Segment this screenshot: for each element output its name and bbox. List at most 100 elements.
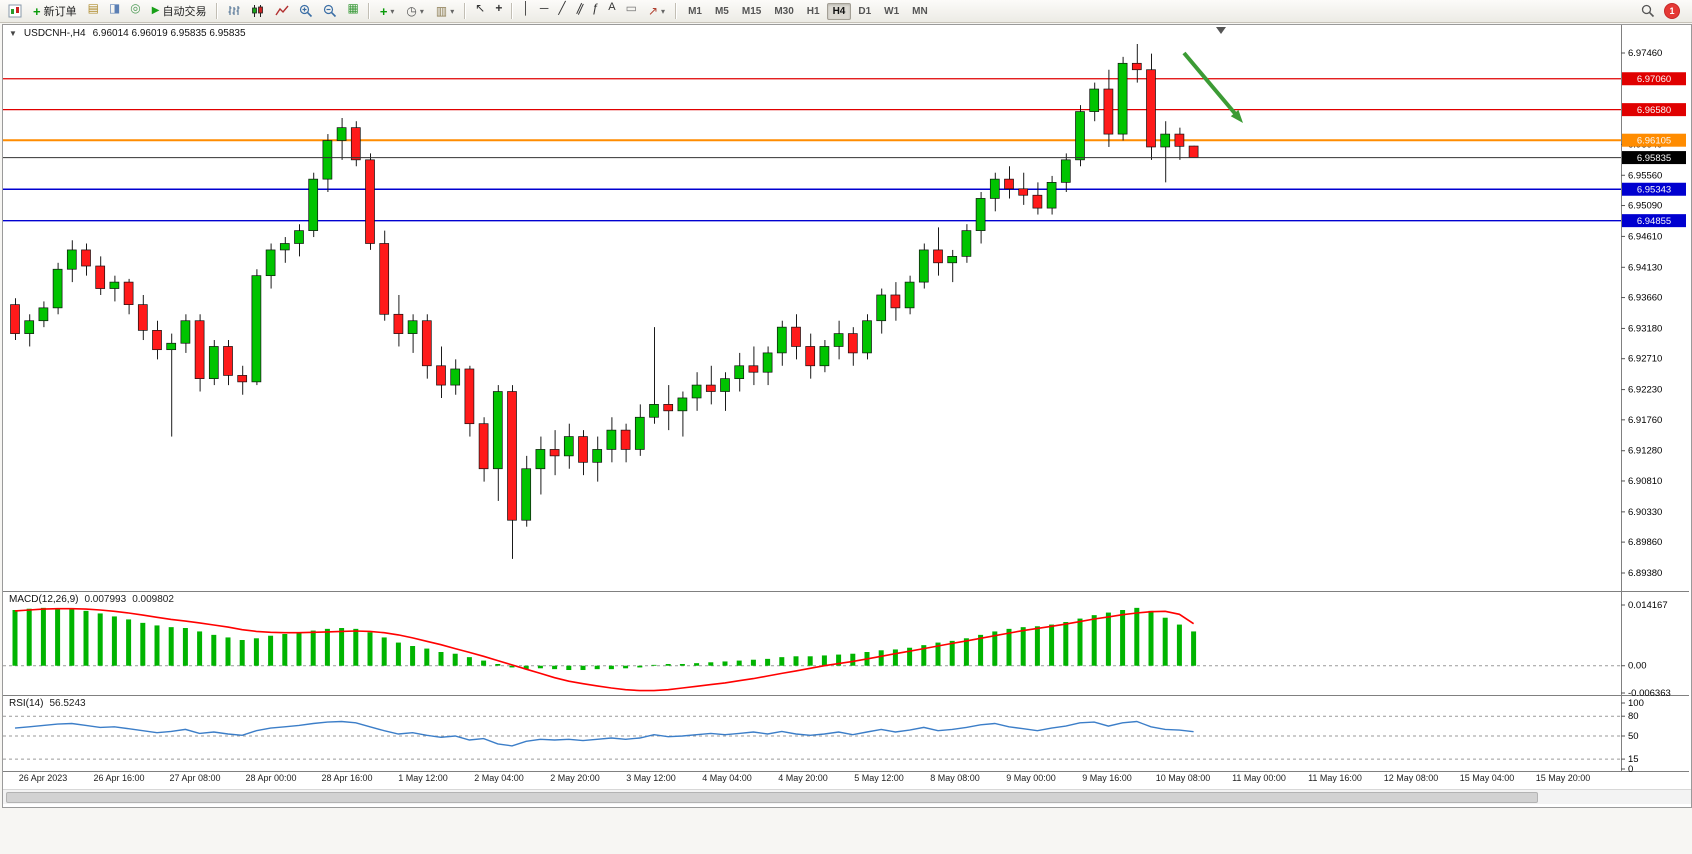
svg-text:6.95090: 6.95090	[1628, 201, 1662, 212]
macd-histogram-bar	[97, 613, 103, 666]
scrollbar-thumb[interactable]	[6, 792, 1538, 803]
macd-histogram-bar	[665, 664, 671, 666]
candle-body	[265, 249, 276, 277]
zoom-out-button[interactable]	[319, 0, 341, 22]
timeframe-button-h4[interactable]: H4	[826, 2, 852, 20]
macd-histogram-bar	[111, 616, 117, 666]
candle-body	[1131, 62, 1142, 71]
time-axis-label: 2 May 04:00	[474, 773, 524, 783]
candle-body	[95, 265, 106, 289]
terminal-icon[interactable]: ◎	[130, 1, 141, 15]
candle-body	[294, 230, 304, 244]
candle-body	[166, 342, 177, 351]
timeframe-button-d1[interactable]: D1	[858, 5, 872, 17]
text-tool-icon[interactable]: A	[608, 1, 616, 13]
candle-body	[492, 391, 503, 470]
macd-histogram-bar	[566, 665, 572, 671]
label-tool-icon[interactable]: ▭	[625, 1, 637, 15]
macd-histogram-bar	[310, 630, 316, 666]
price-axis-badge	[1622, 214, 1686, 228]
vertical-line-tool-icon[interactable]: │	[522, 1, 530, 15]
time-axis[interactable]: 26 Apr 2023 26 Apr 16:00 27 Apr 08:00 28 Ap…	[3, 773, 1691, 787]
candle-body	[620, 429, 631, 450]
periods-button[interactable]: ◷ ▾	[401, 0, 429, 22]
toolbar-divider	[464, 3, 467, 19]
toolbar-right-group: 1	[1637, 0, 1688, 22]
autotrading-button[interactable]: ▶ 自动交易	[147, 2, 212, 20]
macd-histogram-bar	[239, 640, 245, 666]
time-axis-label: 12 May 08:00	[1383, 773, 1439, 783]
macd-histogram-bar	[821, 655, 827, 666]
macd-histogram-bar	[623, 665, 629, 669]
cursor-tool-icon[interactable]: ↖	[475, 1, 486, 15]
tile-windows-icon[interactable]: ▦	[347, 1, 359, 15]
fibonacci-tool-icon[interactable]: ƒ	[591, 1, 599, 15]
candle-body	[904, 281, 915, 309]
bar-chart-button[interactable]	[223, 0, 245, 22]
chart-window-icon[interactable]	[4, 0, 26, 22]
arrows-tool-button[interactable]: ↗ ▾	[643, 0, 670, 22]
candle-body	[1117, 62, 1128, 135]
trendline-tool-icon[interactable]: ╱	[558, 1, 566, 15]
candle-body	[549, 449, 560, 457]
timeframe-button-mn[interactable]: MN	[912, 5, 928, 17]
main-toolbar: + 新订单 ▤ ◨ ◎ ▶ 自动交易	[0, 0, 1692, 23]
svg-text:0: 0	[1628, 764, 1633, 775]
macd-histogram-bar	[892, 649, 898, 666]
crosshair-tool-icon[interactable]: +	[495, 1, 503, 15]
candlestick-chart-button[interactable]	[247, 0, 269, 22]
toolbar-divider	[675, 3, 678, 19]
price-axis-badge	[1622, 182, 1686, 196]
svg-text:80: 80	[1628, 711, 1639, 722]
arrow-annotation[interactable]	[1182, 51, 1241, 119]
notification-badge[interactable]: 1	[1664, 3, 1680, 19]
time-axis-label: 8 May 08:00	[930, 773, 980, 783]
rsi-label: RSI(14)	[9, 698, 44, 709]
indicators-button[interactable]: + ▾	[375, 0, 400, 22]
candle-body	[322, 140, 333, 180]
channel-tool-icon[interactable]: ∥	[574, 0, 586, 16]
candle-body	[393, 313, 404, 334]
macd-histogram-bar	[296, 632, 302, 666]
search-button[interactable]	[1637, 0, 1659, 22]
timeframe-button-m15[interactable]: M15	[741, 5, 762, 17]
macd-histogram-bar	[40, 607, 46, 666]
toolbar-divider	[216, 3, 219, 19]
line-chart-button[interactable]	[271, 0, 293, 22]
macd-histogram-bar	[1063, 622, 1069, 666]
macd-histogram-bar	[1162, 617, 1168, 666]
svg-text:6.94855: 6.94855	[1637, 216, 1671, 227]
market-watch-icon[interactable]: ▤	[87, 1, 99, 15]
candle-body	[251, 275, 262, 383]
candle-body	[1188, 145, 1199, 158]
candle-body	[748, 365, 759, 373]
macd-histogram-bar	[140, 622, 146, 666]
candle-body	[535, 449, 546, 470]
timeframe-button-m1[interactable]: M1	[688, 5, 702, 17]
timeframe-button-w1[interactable]: W1	[884, 5, 900, 17]
macd-histogram-bar	[211, 634, 217, 666]
candle-body	[208, 346, 219, 379]
time-axis-label: 1 May 12:00	[398, 773, 448, 783]
candle-body	[1146, 69, 1156, 148]
data-window-icon[interactable]: ◨	[108, 1, 121, 15]
zoom-in-button[interactable]	[295, 0, 317, 22]
macd-histogram-bar	[466, 657, 472, 666]
timeframe-button-m30[interactable]: M30	[774, 5, 794, 17]
arrow-object-icon: ↗	[647, 4, 659, 18]
timeframe-button-m5[interactable]: M5	[714, 5, 729, 17]
macd-histogram-bar	[694, 663, 700, 666]
timeframe-button-h1[interactable]: H1	[806, 5, 820, 17]
new-order-button[interactable]: + 新订单	[28, 2, 82, 20]
chart-ohlc-values: 6.96014 6.96019 6.95835 6.95835	[92, 28, 246, 39]
macd-histogram-bar	[26, 608, 32, 666]
horizontal-line-tool-icon[interactable]: ─	[539, 1, 549, 15]
candle-body	[1004, 178, 1014, 190]
one-click-trading-toggle-icon[interactable]: ▼	[9, 28, 17, 38]
chart-canvas[interactable]: 6.974606.960406.955606.950906.946106.941…	[3, 25, 1689, 805]
templates-button[interactable]: ▥ ▾	[431, 0, 459, 22]
macd-histogram-bar	[807, 656, 813, 666]
macd-histogram-bar	[679, 664, 685, 666]
macd-histogram-bar	[410, 646, 416, 666]
candle-body	[1046, 182, 1057, 209]
